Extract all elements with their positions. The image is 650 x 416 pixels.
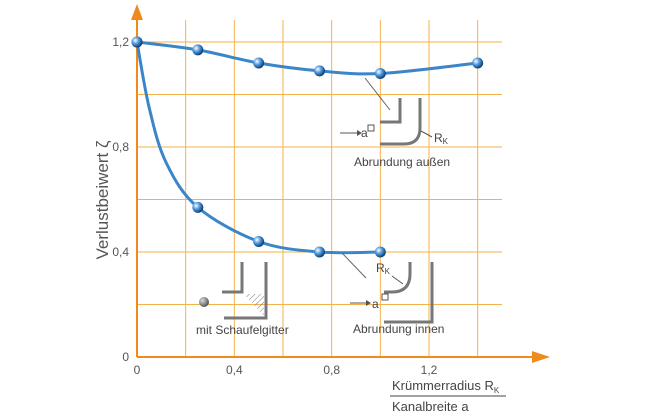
label-outer: Abrundung außen bbox=[354, 155, 450, 169]
data-point bbox=[192, 201, 204, 213]
leader-line-inner bbox=[341, 252, 367, 279]
x-axis-label: Krümmerradius RK Kanalbreite a bbox=[390, 378, 506, 414]
y-axis-arrow bbox=[131, 4, 143, 20]
label-inner: Abrundung innen bbox=[353, 322, 444, 336]
data-points bbox=[131, 36, 484, 258]
vanes-inner-wall bbox=[222, 262, 244, 294]
symbol-a-inner: a bbox=[372, 297, 379, 311]
inset-vanes: mit Schaufelgitter bbox=[196, 262, 289, 337]
bend-outer-shape-inner bbox=[384, 262, 434, 324]
data-point bbox=[314, 65, 325, 77]
arrow-r-outer bbox=[420, 130, 433, 138]
x-tick-label: 1,2 bbox=[421, 363, 438, 377]
x-tick-label: 0,4 bbox=[226, 363, 243, 377]
x-axis-label-denominator: Kanalbreite a bbox=[392, 399, 469, 414]
x-tick-label: 0,8 bbox=[323, 363, 340, 377]
y-axis-label: Verlustbeiwert ζ bbox=[93, 140, 112, 259]
label-vanes: mit Schaufelgitter bbox=[196, 323, 289, 337]
grid bbox=[137, 20, 502, 357]
axes bbox=[131, 4, 550, 363]
data-point bbox=[131, 36, 143, 48]
arrowhead-a-inner bbox=[366, 300, 371, 306]
data-point bbox=[472, 57, 484, 69]
symbol-a-outer: a bbox=[361, 126, 368, 140]
bend-outer-shape bbox=[380, 98, 422, 146]
inset-inner: a RK Abrundung innen bbox=[341, 252, 444, 336]
leader-line-outer bbox=[364, 77, 391, 111]
symbol-r-outer: RK bbox=[434, 131, 449, 146]
y-tick-label: 0 bbox=[122, 350, 129, 364]
vanes-point bbox=[199, 297, 209, 307]
bend-inner-shape bbox=[380, 98, 402, 124]
arrowhead-a-outer bbox=[357, 130, 362, 136]
data-point bbox=[192, 44, 204, 56]
x-tick-label: 0 bbox=[134, 363, 141, 377]
data-point bbox=[253, 57, 265, 69]
data-point bbox=[253, 236, 265, 247]
data-point bbox=[374, 68, 386, 79]
tick-labels: 0 0,4 0,8 1,2 0 0,4 0,8 1,2 bbox=[112, 35, 437, 377]
symbol-r-inner: RK bbox=[376, 261, 391, 276]
width-marker bbox=[367, 124, 375, 132]
series-line-1 bbox=[136, 40, 478, 76]
data-point bbox=[314, 246, 325, 258]
data-point bbox=[374, 246, 386, 258]
x-axis-label-numerator: Krümmerradius RK bbox=[392, 378, 500, 395]
y-tick-label: 0,4 bbox=[112, 245, 129, 259]
width-marker-inner bbox=[381, 293, 389, 301]
y-tick-label: 0,8 bbox=[112, 140, 129, 154]
x-axis-arrow bbox=[532, 351, 550, 363]
y-tick-label: 1,2 bbox=[112, 35, 129, 49]
bend-inner-shape-inner bbox=[384, 262, 412, 294]
arrow-r-inner bbox=[391, 275, 404, 285]
inset-outer: a RK Abrundung außen bbox=[340, 77, 450, 169]
vanes-outer-wall bbox=[224, 262, 268, 320]
vanes-hatch bbox=[244, 294, 264, 316]
